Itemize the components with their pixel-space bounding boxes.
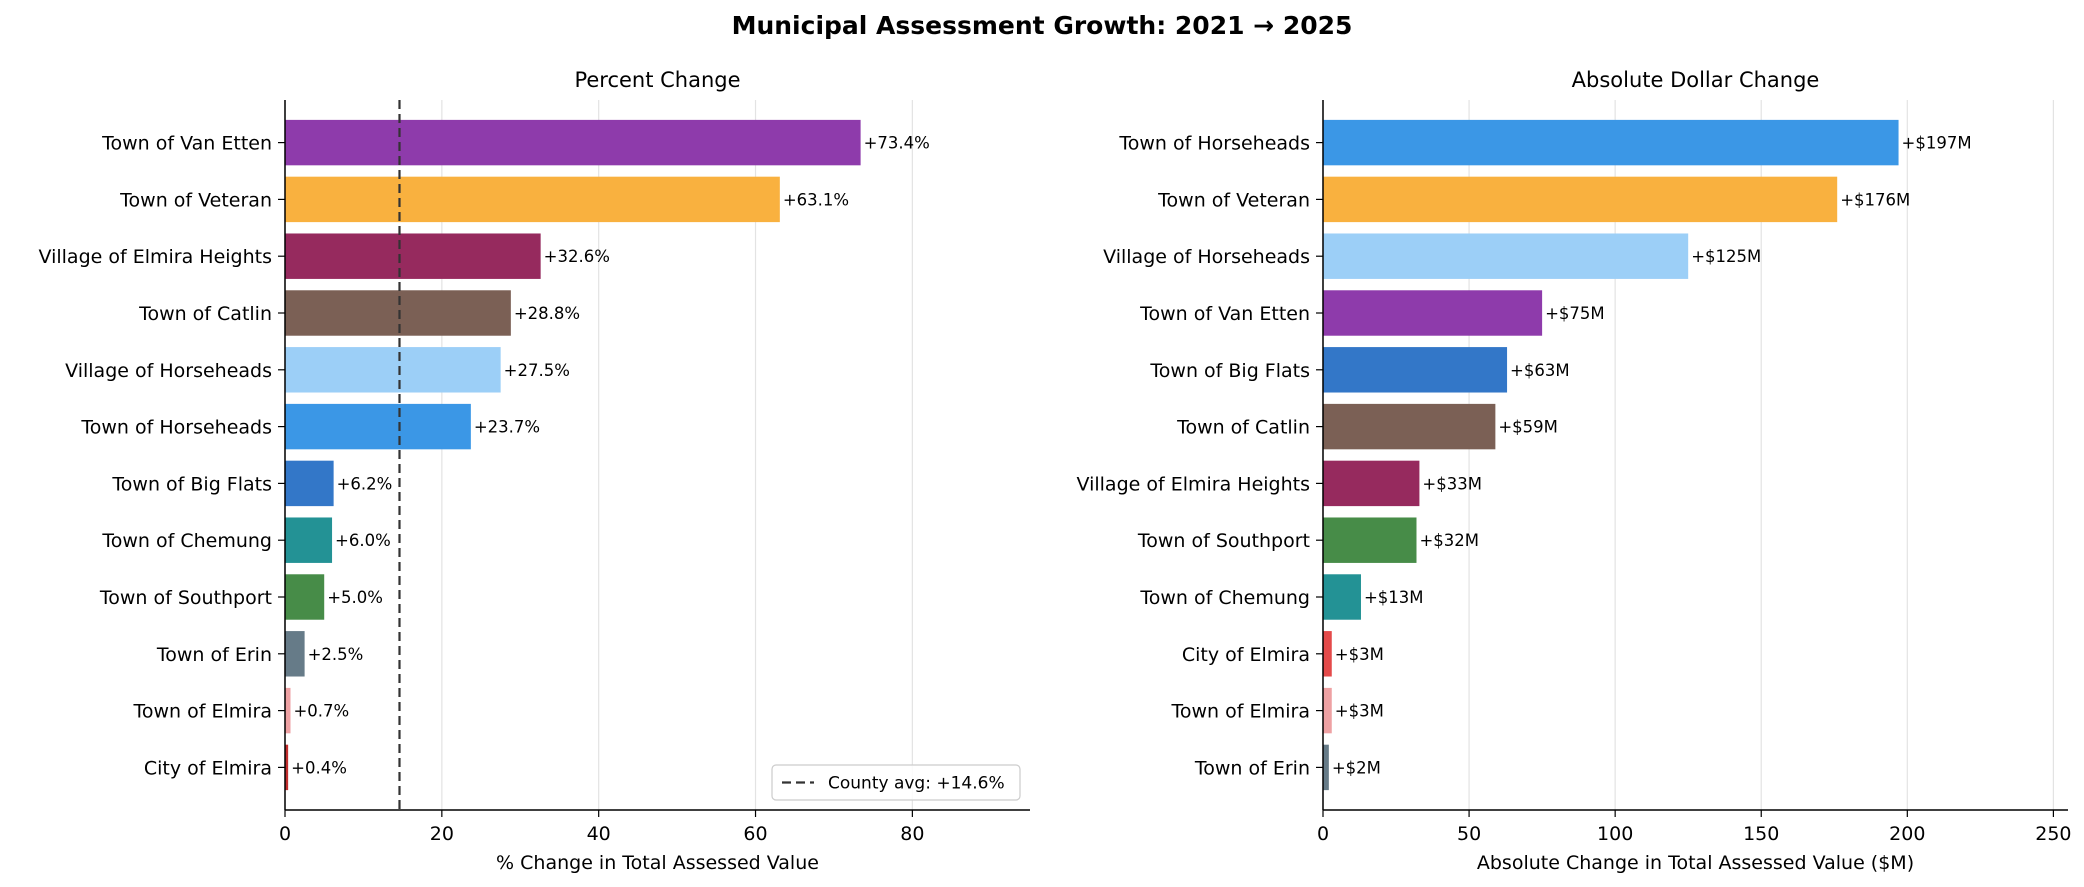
- x-tick-label: 200: [1889, 823, 1925, 845]
- data-label: +$125M: [1691, 247, 1761, 266]
- data-label: +$197M: [1902, 134, 1972, 153]
- category-label: Town of Veteran: [1157, 189, 1310, 211]
- x-tick-label: 250: [2035, 823, 2071, 845]
- bar: [1323, 744, 1329, 791]
- legend-label: County avg: +14.6%: [828, 774, 1005, 794]
- data-label: +$13M: [1364, 588, 1424, 607]
- category-label: Town of Elmira: [1170, 701, 1310, 723]
- x-tick-label: 60: [743, 823, 767, 845]
- bar: [1323, 176, 1838, 223]
- bar: [1323, 233, 1689, 279]
- category-label: Town of Catlin: [1176, 417, 1310, 439]
- x-axis-label: % Change in Total Assessed Value: [496, 852, 819, 874]
- category-label: City of Elmira: [144, 757, 272, 779]
- bar: [285, 744, 289, 791]
- data-label: +$2M: [1332, 758, 1381, 777]
- category-label: Town of Chemung: [101, 530, 272, 552]
- category-label: Town of Catlin: [138, 303, 272, 325]
- dollar-change-panel: 0 50 100 150 200 250 Town of Horseheads +$197M T…: [1077, 68, 2072, 874]
- category-label: Village of Horseheads: [65, 360, 272, 382]
- data-label: +$63M: [1510, 361, 1570, 380]
- data-label: +73.4%: [864, 134, 930, 153]
- category-label: Town of Erin: [1194, 757, 1310, 779]
- bar: [1323, 119, 1899, 166]
- category-label: Town of Elmira: [132, 701, 272, 723]
- x-tick-label: 0: [1317, 823, 1329, 845]
- legend: County avg: +14.6%: [771, 764, 1021, 801]
- category-label: Town of Big Flats: [1149, 360, 1310, 382]
- x-tick-label: 40: [587, 823, 611, 845]
- category-label: Town of Big Flats: [111, 473, 272, 495]
- data-label: +32.6%: [544, 247, 610, 266]
- category-label: Village of Horseheads: [1103, 246, 1310, 268]
- x-tick-label: 50: [1457, 823, 1481, 845]
- legend-box: [771, 764, 1021, 801]
- bar: [1323, 347, 1508, 393]
- x-tick-label: 100: [1597, 823, 1633, 845]
- category-label: Town of Van Etten: [1139, 303, 1310, 325]
- category-label: Town of Southport: [1137, 530, 1310, 552]
- panel-title: Percent Change: [574, 68, 740, 92]
- bar: [1323, 517, 1417, 563]
- category-label: Town of Van Etten: [101, 133, 272, 155]
- bar: [285, 233, 541, 279]
- panel-title: Absolute Dollar Change: [1572, 68, 1820, 92]
- bar: [1323, 574, 1361, 620]
- data-label: +0.7%: [293, 702, 349, 721]
- bar: [1323, 290, 1543, 336]
- bar: [285, 687, 291, 734]
- x-tick-label: 20: [430, 823, 454, 845]
- bar: [285, 347, 501, 393]
- x-tick-label: 150: [1743, 823, 1779, 845]
- bar: [285, 119, 861, 166]
- category-label: Town of Southport: [99, 587, 272, 609]
- data-label: +28.8%: [514, 304, 580, 323]
- data-label: +6.0%: [335, 531, 391, 550]
- data-label: +$176M: [1840, 190, 1910, 209]
- category-label: Town of Horseheads: [80, 417, 272, 439]
- data-label: +$75M: [1545, 304, 1605, 323]
- category-label: Town of Horseheads: [1118, 133, 1310, 155]
- category-label: Town of Erin: [156, 644, 272, 666]
- category-label: Village of Elmira Heights: [39, 246, 272, 268]
- bar: [1323, 403, 1496, 450]
- data-label: +27.5%: [504, 361, 570, 380]
- data-label: +$33M: [1422, 474, 1482, 493]
- bar: [285, 517, 333, 563]
- data-label: +$32M: [1419, 531, 1479, 550]
- bar: [1323, 460, 1420, 507]
- data-label: +$3M: [1335, 645, 1384, 664]
- bar: [285, 290, 511, 336]
- bar: [1323, 687, 1332, 734]
- category-label: City of Elmira: [1182, 644, 1310, 666]
- data-label: +63.1%: [783, 190, 849, 209]
- x-tick-label: 80: [900, 823, 924, 845]
- bar: [1323, 631, 1332, 677]
- x-axis-label: Absolute Change in Total Assessed Value …: [1477, 852, 1914, 874]
- bar: [285, 631, 305, 677]
- data-label: +2.5%: [308, 645, 364, 664]
- data-label: +6.2%: [337, 474, 393, 493]
- figure-title: Municipal Assessment Growth: 2021 → 2025: [732, 11, 1353, 40]
- x-tick-label: 0: [279, 823, 291, 845]
- data-label: +$59M: [1498, 418, 1558, 437]
- category-label: Village of Elmira Heights: [1077, 473, 1310, 495]
- data-label: +23.7%: [474, 418, 540, 437]
- data-label: +0.4%: [291, 758, 347, 777]
- bar: [285, 403, 471, 450]
- bar: [285, 574, 325, 620]
- bar: [285, 460, 334, 507]
- category-label: Town of Veteran: [119, 189, 272, 211]
- data-label: +5.0%: [327, 588, 383, 607]
- bar: [285, 176, 780, 223]
- category-label: Town of Chemung: [1139, 587, 1310, 609]
- percent-change-panel: 0 20 40 60 80 Town of Van Etten +73.4% Town of …: [39, 68, 1030, 874]
- data-label: +$3M: [1335, 702, 1384, 721]
